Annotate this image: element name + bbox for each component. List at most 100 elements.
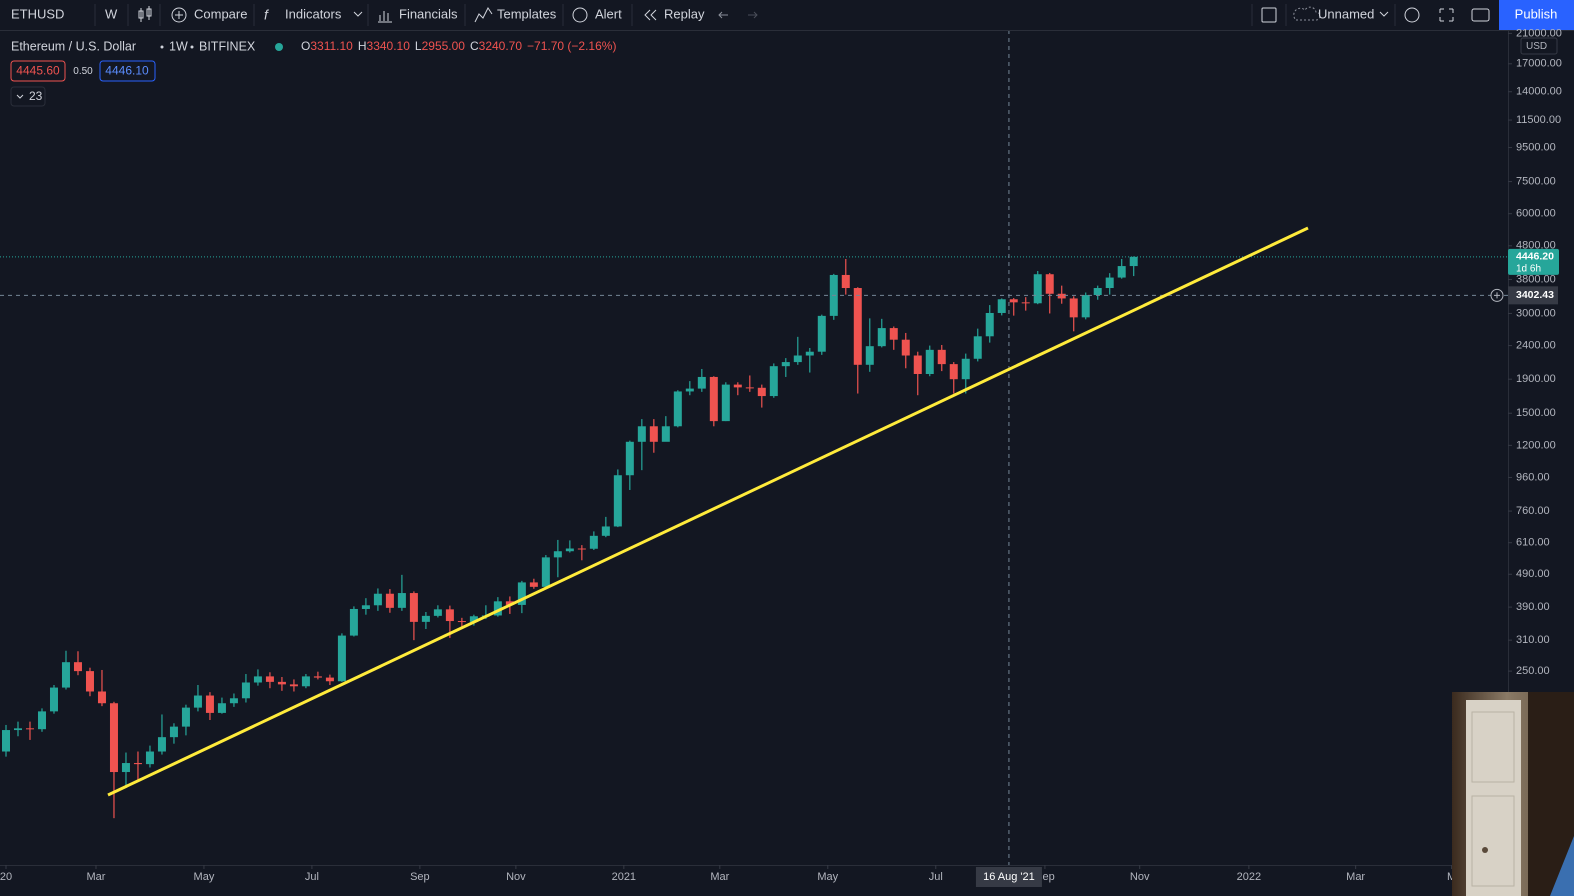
interval-button[interactable]: W [105,6,118,21]
y-tick-label: 17000.00 [1516,58,1562,70]
trend-line-drawing[interactable] [107,226,1309,797]
candle-body [709,376,718,422]
y-tick-label: 6000.00 [1516,208,1556,220]
ask-box[interactable] [99,60,156,82]
settings-button[interactable] [1404,7,1420,23]
candle-body [1081,295,1090,318]
candle-body [337,635,346,682]
candle-body [1,730,10,752]
y-tick-label: 2400.00 [1516,339,1556,351]
plot-area [0,31,1508,865]
indicators-count[interactable]: 23 [29,89,43,103]
symbol-title: Ethereum / U.S. Dollar [11,39,136,53]
candle-body [637,426,646,442]
candle-body [457,621,466,623]
candle-body [1021,302,1030,304]
x-tick-label: Nov [506,871,526,883]
candle-body [661,426,670,442]
candle-body [85,671,94,692]
top-toolbar: ETHUSD W Compare f Indicators Financials… [0,0,1574,31]
financials-button[interactable]: Financials [399,6,458,21]
candle-body [289,684,298,687]
candle-body [361,605,370,609]
candle-body [589,535,598,549]
candle-body [25,728,34,730]
candle-body [1069,298,1078,318]
candle-body [961,358,970,380]
y-tick-label: 610.00 [1516,537,1550,549]
candle-body [805,351,814,356]
x-tick-label: Jul [929,871,943,883]
y-tick-label: 11500.00 [1516,114,1561,126]
candle-body [1045,274,1054,294]
candle-body [913,355,922,374]
candle-body [73,662,82,672]
candle-body [181,707,190,727]
snapshot-button[interactable] [1471,8,1490,22]
publish-button-bg[interactable] [1499,0,1574,30]
x-tick-label: 2021 [612,871,636,883]
y-tick-label: 4800.00 [1516,240,1556,252]
replay-icon[interactable] [644,9,657,21]
compare-icon[interactable] [171,7,187,23]
candle-body [781,362,790,367]
fullscreen-button[interactable] [1439,8,1454,22]
countdown-label: 1d 6h [1516,263,1541,274]
ask-price[interactable]: 4446.10 [105,64,149,78]
bid-box[interactable] [10,60,66,82]
y-tick-label: 1500.00 [1516,407,1556,419]
financials-icon[interactable] [378,11,392,23]
candle-body [721,384,730,422]
templates-icon[interactable] [474,7,493,23]
layout-dropdown[interactable] [1379,11,1389,17]
candle-body [193,695,202,708]
candle-body [385,593,394,608]
layout-icon[interactable] [1261,7,1277,23]
crosshair-date-badge [975,867,1042,887]
candle-body [217,703,226,713]
alert-icon[interactable] [572,7,588,23]
replay-button[interactable]: Replay [664,6,705,21]
ohlc-key: H [358,39,367,53]
indicators-button[interactable]: Indicators [285,6,342,21]
crosshair-price-label: 3402.43 [1516,289,1554,301]
redo-button[interactable] [748,11,758,19]
indicators-toggle-arrow [16,94,24,99]
candle-body [553,551,562,558]
x-tick-label: 2022 [1237,871,1261,883]
candle-body [433,609,442,616]
y-tick-label: 1900.00 [1516,373,1556,385]
candle-body [937,349,946,365]
indicators-icon[interactable]: f [264,7,270,23]
last-price-label: 4446.20 [1516,251,1554,263]
symbol-button[interactable]: ETHUSD [11,6,64,21]
candle-body [565,548,574,552]
indicators-dropdown[interactable] [353,11,363,17]
undo-button[interactable] [718,11,728,19]
chart-style-icon[interactable] [138,6,152,22]
candle-body [409,593,418,622]
candle-body [1057,293,1066,299]
spread: 0.50 [73,66,93,77]
candle-body [121,763,130,773]
templates-button[interactable]: Templates [497,6,557,21]
alert-button[interactable]: Alert [595,6,622,21]
candle-body [853,288,862,365]
candle-body [1093,288,1102,296]
compare-button[interactable]: Compare [194,6,247,21]
bid-price[interactable]: 4445.60 [16,64,60,78]
candle-body [1033,274,1042,304]
candle-body [985,312,994,337]
layout-name[interactable]: Unnamed [1318,6,1374,21]
candle-body [445,609,454,622]
publish-button[interactable]: Publish [1515,6,1558,21]
indicators-toggle[interactable] [10,86,46,107]
ohlc-value: 2955.00 [422,39,466,53]
candle-body [889,328,898,340]
candle-body [865,346,874,365]
shirt [1550,836,1574,896]
x-tick-label: 20 [0,871,12,883]
candle-body [601,526,610,536]
candle-body [1009,299,1018,303]
